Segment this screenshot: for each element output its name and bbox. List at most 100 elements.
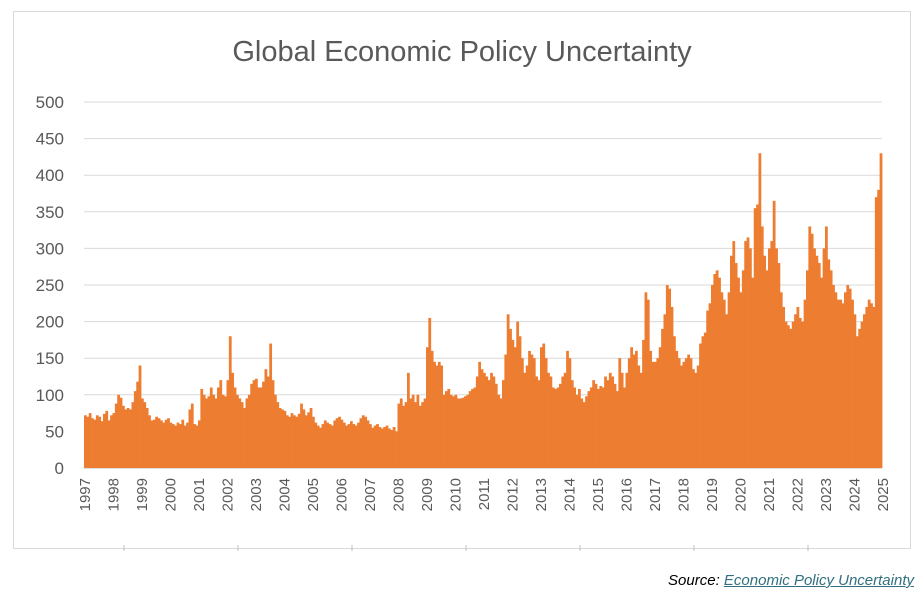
bar (834, 292, 838, 468)
bar (464, 396, 467, 468)
bar (205, 398, 208, 468)
x-tick-label: 2006 (334, 478, 351, 511)
x-tick-label: 2023 (818, 478, 835, 511)
bar (732, 241, 736, 468)
bar (703, 332, 707, 468)
bar (808, 226, 812, 468)
bar (518, 336, 522, 468)
bar (278, 407, 282, 468)
bar (449, 394, 453, 468)
y-tick-label: 250 (36, 276, 64, 295)
bar (290, 413, 294, 468)
bar (684, 358, 688, 468)
x-tick-label: 2001 (191, 478, 208, 511)
bar (328, 424, 332, 468)
bar (739, 292, 743, 468)
bar (490, 372, 493, 468)
bar (366, 420, 370, 468)
bar (822, 248, 826, 468)
x-tick-label: 1998 (106, 478, 123, 511)
bar (646, 299, 650, 468)
y-tick-label: 100 (36, 386, 64, 405)
bar (532, 358, 536, 468)
x-tick-label: 2018 (676, 478, 693, 511)
bar (513, 347, 517, 468)
bar (347, 424, 351, 468)
bar (777, 263, 781, 468)
bar (506, 314, 510, 468)
bar (782, 306, 786, 468)
bar (499, 398, 503, 468)
bar (525, 365, 529, 468)
bar (867, 299, 871, 468)
bar (357, 422, 360, 468)
bar (554, 388, 558, 468)
bar (585, 396, 588, 468)
bar (836, 299, 840, 468)
bar (813, 248, 816, 468)
bar (798, 317, 802, 468)
bar (240, 402, 244, 468)
bar (763, 255, 767, 468)
bar (756, 204, 759, 469)
bar (250, 383, 254, 468)
bar (283, 410, 287, 468)
bar (656, 358, 660, 468)
bar (803, 299, 807, 468)
bar (692, 369, 695, 468)
bar (746, 237, 750, 468)
bar (319, 427, 322, 468)
bar (402, 405, 406, 468)
bar (136, 381, 140, 468)
bar (169, 422, 173, 468)
y-tick-label: 50 (45, 422, 64, 441)
bar (606, 380, 610, 468)
bar (217, 387, 220, 468)
bar (516, 321, 520, 468)
bar (570, 380, 574, 468)
source-link[interactable]: Economic Policy Uncertainty (723, 572, 914, 589)
bar (407, 372, 410, 468)
bar (373, 425, 377, 468)
bar (530, 354, 534, 468)
bar (521, 358, 524, 468)
bar (157, 418, 161, 468)
bar (219, 380, 223, 468)
bar (623, 387, 626, 468)
bar (680, 365, 683, 468)
bar (98, 416, 102, 468)
bar (183, 425, 187, 468)
bar (271, 380, 275, 468)
bar (385, 425, 389, 468)
bar (779, 292, 783, 468)
bar (257, 387, 261, 468)
bar (870, 303, 873, 468)
bar (708, 303, 712, 468)
bar (466, 394, 470, 468)
bar (195, 425, 199, 468)
bar (844, 292, 847, 468)
bar (342, 422, 346, 468)
bar (426, 347, 429, 468)
bar (309, 407, 313, 468)
bar (675, 350, 679, 468)
bar (608, 372, 612, 468)
bar (164, 419, 168, 468)
bar (853, 314, 857, 468)
chart-title: Global Economic Policy Uncertainty (232, 36, 692, 68)
x-tick-label: 1999 (134, 478, 151, 511)
x-tick-label: 2022 (790, 478, 807, 511)
x-tick-label: 2016 (619, 478, 636, 511)
bar (126, 407, 130, 468)
y-tick-label: 0 (55, 459, 64, 478)
bar (274, 394, 277, 468)
x-tick-label: 2011 (476, 478, 493, 510)
bar (504, 354, 508, 468)
x-tick-label: 2008 (391, 478, 408, 511)
bar (616, 391, 619, 468)
bar (160, 420, 163, 468)
bar (727, 292, 731, 468)
bar (587, 391, 591, 468)
bar (105, 410, 109, 468)
